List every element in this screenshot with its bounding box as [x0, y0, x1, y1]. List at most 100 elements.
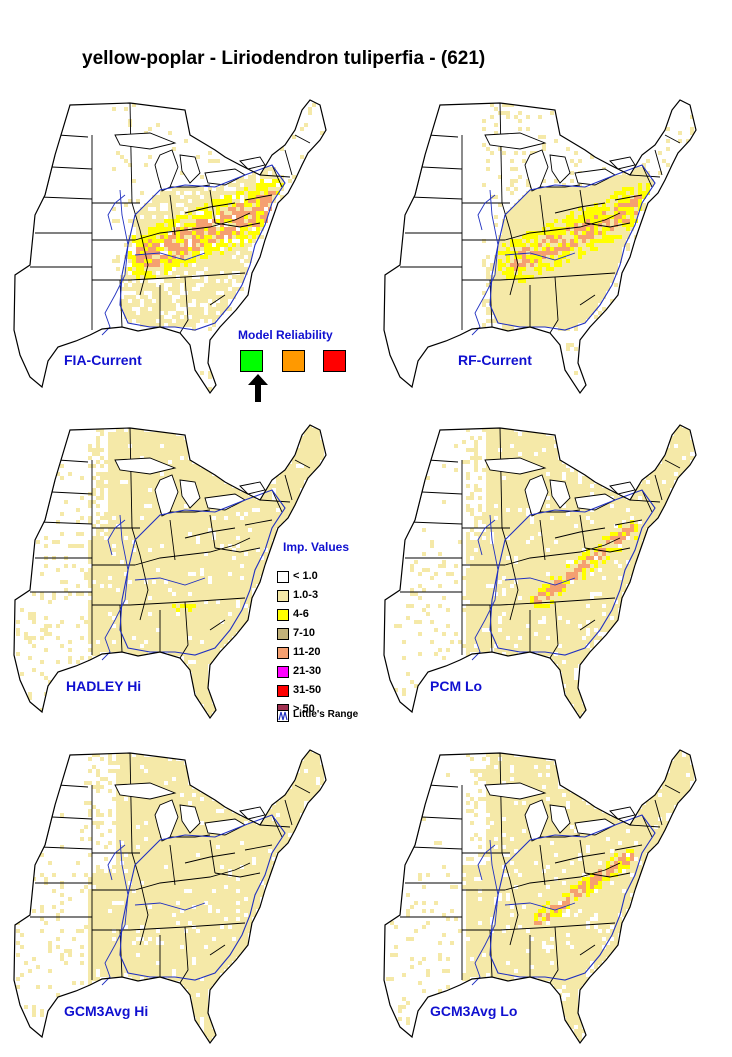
lake — [574, 493, 616, 511]
up-arrow-icon — [248, 374, 268, 402]
state-border — [629, 499, 661, 503]
state-border — [284, 149, 293, 176]
state-border — [409, 196, 463, 200]
range-river — [504, 577, 576, 586]
state-border — [504, 862, 621, 891]
range-river — [134, 252, 206, 261]
state-border — [409, 846, 463, 850]
range-river — [471, 189, 499, 336]
coastline-outline — [13, 749, 327, 1045]
state-border — [259, 174, 291, 178]
range-river — [107, 519, 126, 556]
state-border — [131, 202, 149, 296]
range-river — [107, 844, 126, 881]
state-border — [160, 184, 211, 188]
littles-range-outline — [489, 164, 656, 331]
state-border — [209, 944, 226, 956]
state-border — [134, 212, 251, 241]
map-label-fia-current: FIA-Current — [64, 352, 142, 368]
state-border — [584, 872, 631, 878]
lake — [114, 132, 177, 150]
state-border — [244, 519, 273, 526]
map-svg — [383, 99, 697, 395]
importance-cells — [386, 750, 694, 1041]
state-border — [579, 294, 596, 306]
lake — [154, 474, 179, 517]
lake — [574, 168, 616, 186]
range-river — [101, 514, 129, 661]
state-border — [57, 784, 89, 788]
state-border — [530, 834, 581, 838]
map-rf-current — [380, 95, 710, 395]
map-label-gcm3avg-lo: GCM3Avg Lo — [430, 1003, 518, 1019]
state-border — [427, 784, 459, 788]
state-border — [489, 604, 493, 653]
littles-range-outline — [489, 489, 656, 656]
state-border — [184, 527, 236, 539]
state-border — [499, 427, 503, 529]
state-border — [654, 149, 663, 176]
state-border — [554, 527, 606, 539]
reliability-red-box — [323, 350, 346, 372]
state-border — [184, 202, 236, 214]
lake — [239, 806, 266, 820]
state-border — [119, 604, 123, 653]
state-border — [530, 184, 581, 188]
state-border — [160, 509, 211, 513]
state-border — [39, 521, 93, 525]
state-border — [244, 844, 273, 851]
map-gcm3avg-hi — [10, 745, 340, 1045]
state-border — [39, 846, 93, 850]
map-label-gcm3avg-hi: GCM3Avg Hi — [64, 1003, 149, 1019]
lake — [524, 474, 549, 517]
state-border — [209, 294, 226, 306]
map-gcm3avg-lo — [380, 745, 710, 1045]
map-fia-current — [10, 95, 340, 395]
lake — [609, 156, 636, 170]
state-border — [614, 519, 643, 526]
state-border — [119, 279, 123, 328]
state-border — [664, 784, 681, 794]
lake — [179, 479, 201, 509]
importance-values-legend: Imp. Values < 1.0 1.0-3 4-6 7-10 11-20 2… — [277, 540, 397, 725]
state-border — [169, 519, 176, 561]
range-river — [107, 194, 126, 231]
model-reliability-title: Model Reliability — [238, 328, 333, 342]
map-svg — [13, 99, 327, 395]
state-border — [184, 852, 236, 864]
state-border — [119, 929, 123, 978]
state-border — [654, 474, 663, 501]
state-border — [504, 212, 621, 241]
state-border — [39, 196, 93, 200]
state-border — [629, 174, 661, 178]
state-border — [499, 102, 503, 204]
state-border — [134, 537, 251, 566]
state-border — [501, 202, 519, 296]
state-border — [664, 134, 681, 144]
range-river — [101, 839, 129, 986]
range-river — [134, 577, 206, 586]
lake — [484, 782, 547, 800]
state-border — [131, 527, 149, 621]
map-pcm-lo — [380, 420, 710, 720]
state-border — [51, 816, 93, 820]
lake — [484, 132, 547, 150]
lake — [524, 149, 549, 192]
state-border — [214, 872, 261, 878]
state-border — [539, 194, 546, 236]
state-border — [499, 752, 503, 854]
state-border — [57, 134, 89, 138]
range-river — [134, 902, 206, 911]
lake — [549, 804, 571, 834]
range-river — [477, 519, 496, 556]
lake — [609, 481, 636, 495]
map-label-hadley-hi: HADLEY Hi — [66, 678, 142, 694]
state-border — [501, 527, 519, 621]
map-label-rf-current: RF-Current — [458, 352, 532, 368]
state-border — [654, 799, 663, 826]
state-border — [554, 202, 606, 214]
state-border — [160, 834, 211, 838]
state-border — [244, 194, 273, 201]
model-reliability: Model Reliability — [238, 328, 398, 408]
importance-cells — [16, 425, 324, 716]
